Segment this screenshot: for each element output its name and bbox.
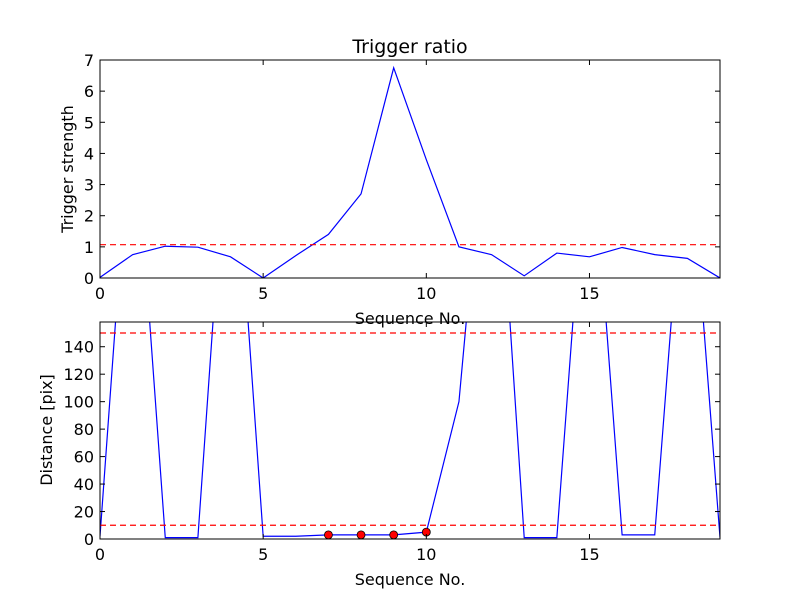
chart-title: Trigger ratio — [351, 36, 467, 58]
y-tick-label: 120 — [63, 365, 94, 384]
axes-frame — [99, 59, 721, 279]
y-axis-label: Distance [pix] — [37, 374, 56, 486]
y-tick-label: 3 — [84, 176, 94, 195]
x-tick-label: 15 — [579, 545, 599, 564]
x-tick-label: 10 — [416, 545, 436, 564]
x-tick-label: 0 — [95, 284, 105, 303]
axes-frame — [99, 321, 721, 540]
x-axis-label: Sequence No. — [355, 570, 466, 589]
y-tick-label: 4 — [84, 144, 94, 163]
y-tick-label: 40 — [74, 475, 94, 494]
x-tick-label: 5 — [258, 545, 268, 564]
y-tick-label: 1 — [84, 238, 94, 257]
y-axis-label: Trigger strength — [58, 105, 77, 234]
x-tick-label: 0 — [95, 545, 105, 564]
y-tick-label: 7 — [84, 51, 94, 70]
data-point-marker — [356, 530, 366, 540]
y-tick-label: 5 — [84, 113, 94, 132]
y-tick-label: 0 — [84, 269, 94, 288]
y-tick-label: 6 — [84, 82, 94, 101]
trigger-ratio-subplot: Trigger ratio 0 5 10 15 0 1 2 3 4 5 6 7 Sequence No… — [58, 36, 721, 328]
plot-content — [100, 322, 720, 540]
tick-group: 0 5 10 15 0 20 40 60 80 100 120 140 — [63, 322, 720, 564]
x-tick-label: 10 — [416, 284, 436, 303]
clipped-area — [100, 322, 720, 539]
data-point-marker — [389, 530, 399, 540]
y-tick-label: 80 — [74, 420, 94, 439]
series-line-0 — [100, 65, 720, 278]
y-tick-label: 60 — [74, 448, 94, 467]
distance-subplot: 0 5 10 15 0 20 40 60 80 100 120 140 Sequence No. Di… — [37, 321, 721, 589]
x-tick-label: 5 — [258, 284, 268, 303]
y-tick-label: 20 — [74, 503, 94, 522]
y-tick-label: 100 — [63, 393, 94, 412]
x-axis-label: Sequence No. — [355, 309, 466, 328]
clipped-area — [100, 65, 720, 278]
data-point-marker — [324, 530, 333, 540]
y-tick-label: 2 — [84, 207, 94, 226]
y-tick-label: 0 — [84, 530, 94, 549]
y-tick-label: 140 — [63, 338, 94, 357]
tick-group: 0 5 10 15 0 1 2 3 4 5 6 7 — [84, 51, 720, 303]
series-line-0 — [100, 322, 720, 539]
plot-content — [100, 65, 720, 278]
x-tick-label: 15 — [579, 284, 599, 303]
